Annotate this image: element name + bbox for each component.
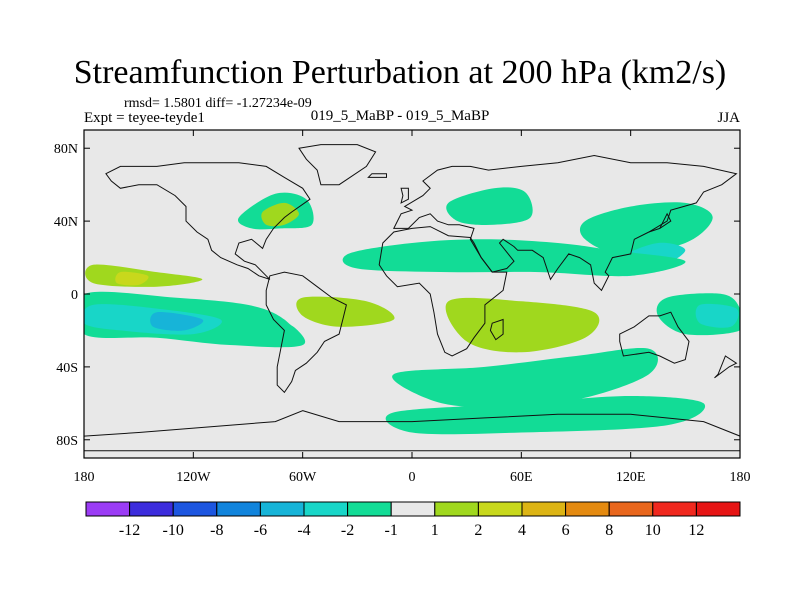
y-tick-label: 0 bbox=[71, 288, 78, 303]
x-tick-label: 180 bbox=[730, 470, 751, 485]
colorbar: -12 -10 -8 -6 -4 -2 -1 1 2 4 6 8 10 12 bbox=[85, 501, 741, 539]
coastline-8 bbox=[714, 355, 738, 379]
colorbar-label: -8 bbox=[210, 522, 223, 539]
y-tick-label: 80N bbox=[54, 142, 78, 157]
colorbar-swatch bbox=[85, 501, 131, 517]
chart-title: Streamfunction Perturbation at 200 hPa (… bbox=[73, 54, 727, 91]
colorbar-swatch bbox=[259, 501, 305, 517]
colorbar-swatch bbox=[477, 501, 523, 517]
y-tick-label: 80S bbox=[56, 434, 78, 449]
contour-region-9 bbox=[115, 271, 149, 286]
colorbar-swatch bbox=[565, 501, 610, 517]
field-layer bbox=[84, 130, 740, 458]
contour-region-10 bbox=[702, 242, 740, 282]
colorbar-swatch bbox=[652, 501, 697, 517]
axis-ticks: 180 120W 60W 0 60E 120E 180 80N 40N 0 40S 80S bbox=[54, 130, 751, 485]
coastline-9 bbox=[648, 212, 672, 233]
coastline-11 bbox=[367, 173, 387, 178]
x-tick-label: 0 bbox=[409, 470, 416, 485]
colorbar-label: 8 bbox=[605, 522, 613, 539]
contour-region-17 bbox=[296, 296, 395, 327]
coastline-6 bbox=[489, 318, 504, 341]
colorbar-swatch bbox=[216, 501, 261, 517]
colorbar-label: -2 bbox=[341, 522, 354, 539]
contour-region-19 bbox=[392, 347, 658, 407]
contour-region-20 bbox=[263, 381, 331, 416]
contour-region-1 bbox=[261, 202, 299, 227]
colorbar-swatch bbox=[608, 501, 654, 517]
experiment-label: Expt = teyee-teyde1 bbox=[84, 110, 205, 126]
colorbar-swatch bbox=[434, 501, 479, 517]
contour-region-2 bbox=[446, 187, 533, 226]
contour-region-13 bbox=[150, 312, 204, 331]
contour-region-18 bbox=[445, 297, 600, 353]
colorbar-swatch bbox=[347, 501, 392, 517]
coastline-1 bbox=[265, 271, 347, 394]
y-tick-label: 40N bbox=[54, 215, 78, 230]
colorbar-label: -12 bbox=[119, 522, 140, 539]
x-tick-label: 60W bbox=[289, 470, 317, 485]
colorbar-swatch bbox=[303, 501, 349, 517]
colorbar-label: -10 bbox=[163, 522, 184, 539]
colorbar-swatch bbox=[521, 501, 567, 517]
coastline-10 bbox=[400, 187, 409, 204]
x-tick-label: 180 bbox=[74, 470, 95, 485]
contour-region-6 bbox=[342, 239, 686, 277]
x-tick-label: 120W bbox=[176, 470, 211, 485]
coastline-0 bbox=[105, 162, 311, 280]
colorbar-label: 12 bbox=[688, 522, 704, 539]
coastline-layer bbox=[84, 144, 740, 452]
case-label: 019_5_MaBP - 019_5_MaBP bbox=[310, 108, 490, 124]
coastline-4 bbox=[378, 226, 508, 357]
colorbar-label: -4 bbox=[297, 522, 310, 539]
stats-label: rmsd= 1.5801 diff= -1.27234e-09 bbox=[124, 96, 312, 111]
colorbar-label: 4 bbox=[518, 522, 526, 539]
season-label: JJA bbox=[717, 110, 740, 126]
y-tick-label: 40S bbox=[56, 361, 78, 376]
colorbar-label: -1 bbox=[385, 522, 398, 539]
colorbar-label: -6 bbox=[254, 522, 267, 539]
coastline-5 bbox=[619, 311, 690, 364]
contour-region-4 bbox=[579, 202, 713, 254]
x-tick-label: 120E bbox=[616, 470, 646, 485]
colorbar-label: 6 bbox=[562, 522, 570, 539]
colorbar-swatch bbox=[695, 501, 741, 517]
colorbar-swatch bbox=[390, 501, 436, 517]
colorbar-label: 2 bbox=[474, 522, 482, 539]
coastline-2 bbox=[298, 144, 377, 186]
colorbar-label: 10 bbox=[645, 522, 661, 539]
contour-region-3 bbox=[138, 199, 179, 225]
x-tick-label: 60E bbox=[510, 470, 533, 485]
colorbar-swatch bbox=[172, 501, 218, 517]
contour-region-15 bbox=[695, 303, 739, 328]
coastline-7 bbox=[84, 410, 740, 452]
colorbar-swatch bbox=[129, 501, 174, 517]
colorbar-label: 1 bbox=[431, 522, 439, 539]
